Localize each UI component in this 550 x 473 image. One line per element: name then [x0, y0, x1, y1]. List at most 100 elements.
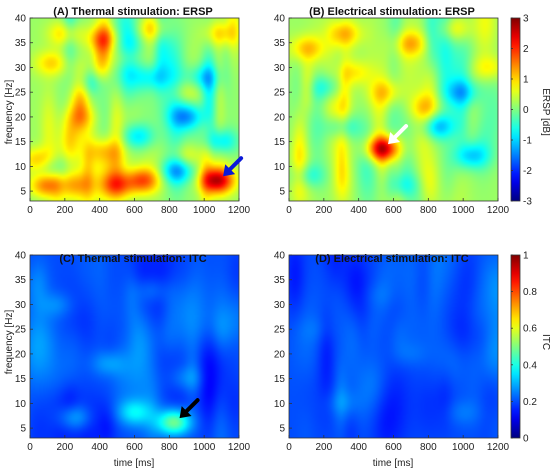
y-tick-label: 10 — [15, 162, 27, 173]
x-tick-label: 800 — [420, 442, 437, 453]
y-tick-label: 5 — [20, 424, 26, 435]
colorbar-tick-label: 0 — [523, 434, 529, 445]
panel-a: (A) Thermal stimulation: ERSP frequency … — [4, 6, 213, 144]
colorbar-itc-label: ITC — [540, 334, 550, 350]
y-tick-label: 5 — [279, 424, 285, 435]
x-tick-label: 200 — [315, 205, 332, 216]
colorbar-tick-label: 1 — [523, 251, 529, 262]
panel-c-ylabel: frequency [Hz] — [4, 310, 15, 375]
heatmap-image-b — [289, 18, 498, 201]
y-tick-label: 40 — [15, 14, 27, 25]
annotation-arrow-head — [179, 406, 192, 419]
colorbar-tick-label: -2 — [523, 166, 532, 177]
y-tick-label: 10 — [15, 399, 27, 410]
colorbar-tick-label: -1 — [523, 136, 532, 147]
y-tick-label: 10 — [274, 399, 286, 410]
x-tick-label: 400 — [91, 205, 108, 216]
colorbar-tick-label: 0 — [523, 105, 529, 116]
x-tick-label: 200 — [315, 442, 332, 453]
x-tick-label: 600 — [385, 205, 402, 216]
panel-c-xlabel: time [ms] — [114, 458, 155, 469]
x-tick-label: 1200 — [228, 442, 251, 453]
annotation-arrow-head — [223, 164, 236, 177]
x-tick-label: 600 — [385, 442, 402, 453]
colorbar-tick-label: 0.6 — [523, 324, 537, 335]
panel-b-title: (B) Electrical stimulation: ERSP — [309, 6, 475, 18]
y-tick-label: 20 — [15, 112, 27, 123]
colorbar-1 — [510, 254, 521, 439]
x-tick-label: 0 — [286, 205, 292, 216]
y-tick-label: 5 — [20, 187, 26, 198]
y-tick-label: 25 — [15, 325, 27, 336]
y-tick-label: 15 — [15, 137, 27, 148]
colorbar-tick-label: 2 — [523, 44, 529, 55]
annotation-arrow-head — [388, 132, 401, 145]
panel-b: (B) Electrical stimulation: ERSP — [309, 6, 475, 18]
y-tick-label: 30 — [15, 63, 27, 74]
x-tick-label: 800 — [161, 205, 178, 216]
heatmap-image-d — [289, 255, 498, 438]
x-tick-label: 1000 — [193, 205, 216, 216]
x-tick-label: 0 — [27, 205, 33, 216]
colorbar-tick-label: 1 — [523, 75, 529, 86]
y-tick-label: 40 — [274, 251, 286, 262]
x-tick-label: 400 — [350, 205, 367, 216]
y-tick-label: 25 — [274, 325, 286, 336]
y-tick-label: 30 — [274, 300, 286, 311]
x-tick-label: 400 — [91, 442, 108, 453]
heatmap-image-a — [30, 18, 239, 201]
x-tick-label: 1200 — [487, 205, 510, 216]
y-tick-label: 30 — [274, 63, 286, 74]
y-tick-label: 15 — [15, 374, 27, 385]
panel-c: (C) Thermal stimulation: ITC frequency [… — [4, 253, 207, 469]
x-tick-label: 800 — [161, 442, 178, 453]
y-tick-label: 40 — [15, 251, 27, 262]
x-tick-label: 600 — [126, 442, 143, 453]
colorbar-tick-label: 0.4 — [523, 360, 537, 371]
panel-a-ylabel: frequency [Hz] — [4, 80, 15, 145]
panel-a-title: (A) Thermal stimulation: ERSP — [53, 6, 213, 18]
y-tick-label: 5 — [279, 187, 285, 198]
y-tick-label: 35 — [274, 275, 286, 286]
annotation-arrow-shaft — [393, 124, 409, 139]
y-tick-label: 40 — [274, 14, 286, 25]
y-tick-label: 15 — [274, 374, 286, 385]
panel-d-title: (D) Electrical stimulation: ITC — [315, 253, 468, 265]
heatmap-image-c — [30, 255, 239, 438]
colorbar-tick-label: -3 — [523, 197, 532, 208]
colorbar-tick-label: 0.2 — [523, 397, 537, 408]
y-tick-label: 30 — [15, 300, 27, 311]
annotation-arrow-shaft — [184, 398, 200, 414]
x-tick-label: 800 — [420, 205, 437, 216]
x-tick-label: 600 — [126, 205, 143, 216]
x-tick-label: 0 — [286, 442, 292, 453]
colorbar-ersp-label: ERSP [dB] — [540, 88, 550, 136]
annotation-arrow-shaft — [228, 156, 244, 172]
panel-c-title: (C) Thermal stimulation: ITC — [59, 253, 206, 265]
y-tick-label: 20 — [274, 349, 286, 360]
y-tick-label: 25 — [15, 88, 27, 99]
panel-d-xlabel: time [ms] — [373, 458, 414, 469]
colorbar-tick-label: 3 — [523, 14, 529, 25]
x-tick-label: 1200 — [487, 442, 510, 453]
y-tick-label: 35 — [15, 38, 27, 49]
y-tick-label: 35 — [274, 38, 286, 49]
y-tick-label: 10 — [274, 162, 286, 173]
x-tick-label: 400 — [350, 442, 367, 453]
y-tick-label: 15 — [274, 137, 286, 148]
y-tick-label: 35 — [15, 275, 27, 286]
x-tick-label: 200 — [56, 205, 73, 216]
x-tick-label: 1000 — [452, 205, 475, 216]
x-tick-label: 1200 — [228, 205, 251, 216]
x-tick-label: 1000 — [193, 442, 216, 453]
y-tick-label: 25 — [274, 88, 286, 99]
y-tick-label: 20 — [15, 349, 27, 360]
colorbar-tick-label: 0.8 — [523, 287, 537, 298]
y-tick-label: 20 — [274, 112, 286, 123]
x-tick-label: 1000 — [452, 442, 475, 453]
panel-d: (D) Electrical stimulation: ITC time [ms… — [315, 253, 468, 469]
x-tick-label: 0 — [27, 442, 33, 453]
x-tick-label: 200 — [56, 442, 73, 453]
